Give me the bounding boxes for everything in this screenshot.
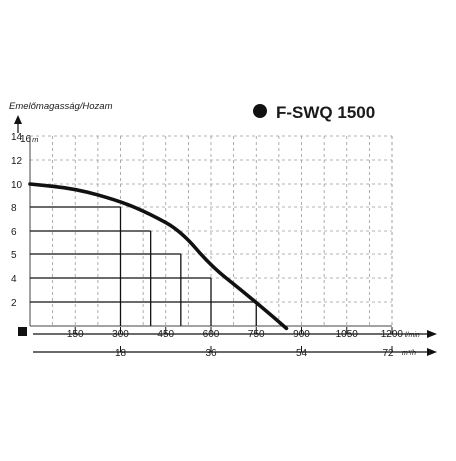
y-tick-label: 10: [11, 180, 23, 191]
x2-unit-label: m³/h: [402, 350, 416, 357]
x-tick-label: 450: [157, 329, 174, 340]
x2-tick-label: 36: [205, 348, 217, 359]
y-tick-labels: 2 4 5 6 8 10 12 14: [11, 132, 23, 309]
y-tick-label: 14: [11, 132, 23, 143]
y-tick-label: 2: [11, 298, 17, 309]
origin-marker: [18, 327, 27, 336]
curve-layer: [28, 182, 289, 331]
x-unit-label: l/min: [405, 332, 420, 339]
y-top-tick-value: 16: [20, 134, 32, 145]
y-tick-label: 5: [11, 250, 17, 261]
y-unit-label: m: [32, 135, 38, 144]
x-tick-label: 1200: [381, 329, 404, 340]
y-tick-label: 8: [11, 203, 17, 214]
x2-tick-label: 18: [115, 348, 127, 359]
plot-frame: [29, 136, 430, 335]
x2-tick-labels: 18 36 54 72: [115, 346, 394, 359]
y-tick-label: 4: [11, 274, 17, 285]
chart-title: F-SWQ 1500: [276, 103, 375, 122]
y-axis-arrow-icon: [14, 115, 22, 124]
x2-axis-arrow-icon: [427, 348, 437, 356]
guide-lines: [30, 206, 257, 326]
x2-tick-label: 54: [296, 348, 308, 359]
y-top-tick-16: 16m: [20, 134, 38, 145]
x-tick-label: 300: [112, 329, 129, 340]
y-tick-label: 6: [11, 227, 17, 238]
x-tick-label: 750: [248, 329, 265, 340]
y-axis-label: Emelőmagasság/Hozam: [9, 101, 113, 112]
x-tick-label: 150: [67, 329, 84, 340]
x2-tick-label: 72: [382, 348, 394, 359]
x-tick-label: 1050: [336, 329, 359, 340]
x-tick-label: 600: [203, 329, 220, 340]
series-line: [28, 182, 289, 331]
x-tick-label: 900: [293, 329, 310, 340]
x-tick-labels: 150 300 450 600 750 900 1050 1200: [67, 327, 404, 340]
y-tick-label: 12: [11, 156, 23, 167]
x-axis-arrow-icon: [427, 330, 437, 338]
title-bullet-icon: [253, 104, 267, 118]
